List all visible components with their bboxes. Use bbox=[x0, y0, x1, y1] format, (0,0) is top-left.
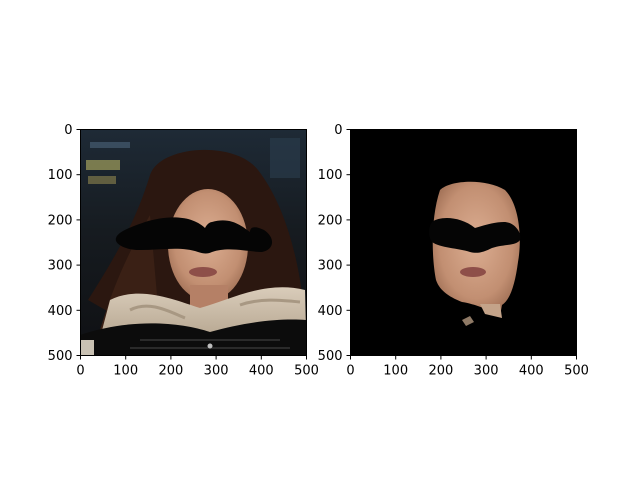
right-y-tick-label: 200 bbox=[318, 213, 343, 228]
left-axes-frame bbox=[80, 129, 307, 356]
left-x-tick-label: 100 bbox=[113, 364, 138, 379]
right-x-tick-label: 200 bbox=[428, 364, 453, 379]
right-y-tick-label: 400 bbox=[318, 304, 343, 319]
left-x-tick-label: 400 bbox=[249, 364, 274, 379]
right-x-tick-label: 500 bbox=[564, 364, 589, 379]
left-y-tick-label: 500 bbox=[48, 349, 73, 364]
right-y-tick-label: 100 bbox=[318, 168, 343, 183]
right-x-tick-label: 300 bbox=[474, 364, 499, 379]
right-y-tick-label: 0 bbox=[334, 123, 342, 138]
left-x-tick-label: 0 bbox=[76, 364, 84, 379]
left-x-tick-label: 500 bbox=[294, 364, 319, 379]
right-photo bbox=[350, 129, 577, 356]
left-y-tick-label: 200 bbox=[48, 213, 73, 228]
left-y-tick-label: 100 bbox=[48, 168, 73, 183]
left-x-tick-label: 300 bbox=[204, 364, 229, 379]
right-mustache bbox=[429, 218, 521, 253]
right-y-tick-label: 500 bbox=[318, 349, 343, 364]
left-y-tick-label: 400 bbox=[48, 304, 73, 319]
right-x-tick-label: 0 bbox=[346, 364, 354, 379]
right-y-tick-label: 300 bbox=[318, 259, 343, 274]
left-x-tick-label: 200 bbox=[158, 364, 183, 379]
right-x-tick-label: 400 bbox=[519, 364, 544, 379]
left-photo bbox=[80, 129, 307, 356]
left-mustache bbox=[115, 217, 273, 254]
left-y-tick-label: 0 bbox=[64, 123, 72, 138]
right-axes-frame bbox=[350, 129, 577, 356]
right-x-tick-label: 100 bbox=[383, 364, 408, 379]
left-y-tick-label: 300 bbox=[48, 259, 73, 274]
